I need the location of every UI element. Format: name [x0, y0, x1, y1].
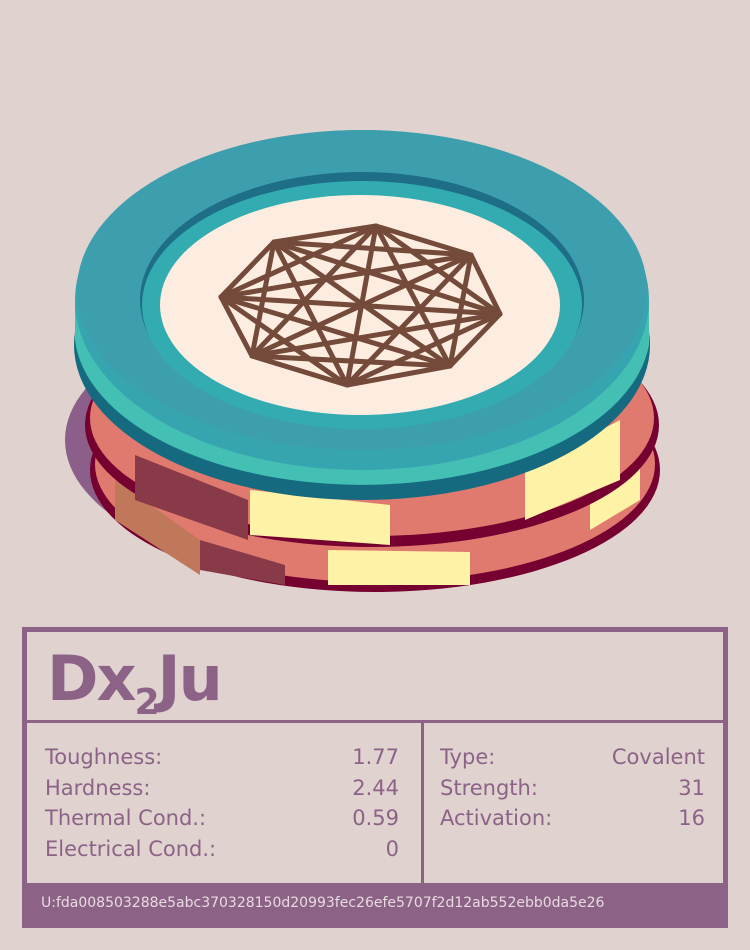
- uid-footer: U:fda008503288e5abc370328150d20993fec26e…: [27, 883, 723, 923]
- stat-label: Activation:: [440, 806, 553, 830]
- stat-row: Toughness: 1.77: [45, 742, 399, 773]
- graph-edge: [271, 239, 503, 317]
- graph-edge: [271, 239, 474, 258]
- chip-stack-illustration: [65, 130, 660, 592]
- stat-label: Hardness:: [45, 775, 151, 800]
- stat-row: Strength: 31: [440, 773, 705, 804]
- name-rest: Ju: [157, 642, 223, 715]
- stat-label: Electrical Cond.:: [45, 836, 217, 861]
- stat-row: Electrical Cond.: 0: [45, 834, 399, 865]
- bond-list: Type: Covalent Strength: 31 Activation: 16: [440, 742, 705, 834]
- graph-edge: [249, 353, 350, 388]
- graph-edge: [218, 294, 255, 359]
- stat-label: Toughness:: [45, 745, 163, 769]
- stat-value: 2.44: [352, 775, 399, 800]
- stat-value: 0: [385, 836, 399, 861]
- stat-value: 16: [678, 806, 705, 830]
- graph-edge: [271, 239, 350, 388]
- stat-row: Type: Covalent: [440, 742, 705, 773]
- divider: [27, 720, 723, 723]
- graph-edge: [344, 363, 453, 388]
- compound-name: Dx2Ju: [47, 642, 223, 723]
- stat-value: Covalent: [611, 745, 705, 769]
- graph-edge: [468, 252, 503, 317]
- graph-edge: [271, 239, 453, 369]
- stat-row: Hardness: 2.44: [45, 773, 399, 804]
- stat-value: 0.59: [352, 806, 399, 830]
- stat-label: Strength:: [440, 775, 538, 800]
- graph-edge: [447, 311, 503, 369]
- name-base: Dx: [47, 642, 136, 715]
- name-subscript: 2: [134, 682, 159, 723]
- graph-edge: [249, 239, 277, 359]
- top-chip: [74, 130, 650, 500]
- stat-value: 31: [678, 775, 705, 800]
- properties-list: Toughness: 1.77 Hardness: 2.44 Thermal Con…: [45, 742, 399, 864]
- stat-value: 1.77: [352, 745, 399, 769]
- stat-label: Thermal Cond.:: [45, 806, 207, 830]
- info-card: Dx2Ju Toughness: 1.77 Hardness: 2.44 Therm…: [22, 627, 728, 928]
- stat-row: Activation: 16: [440, 803, 705, 834]
- graph-edge: [373, 223, 474, 258]
- stat-label: Type:: [440, 745, 496, 769]
- divider: [421, 720, 424, 890]
- complete-graph-octagon-icon: [218, 223, 503, 388]
- graph-edge: [271, 223, 379, 245]
- graph-edge: [218, 239, 277, 300]
- graph-edge: [218, 294, 350, 388]
- graph-edge: [249, 353, 453, 369]
- stat-row: Thermal Cond.: 0.59: [45, 803, 399, 834]
